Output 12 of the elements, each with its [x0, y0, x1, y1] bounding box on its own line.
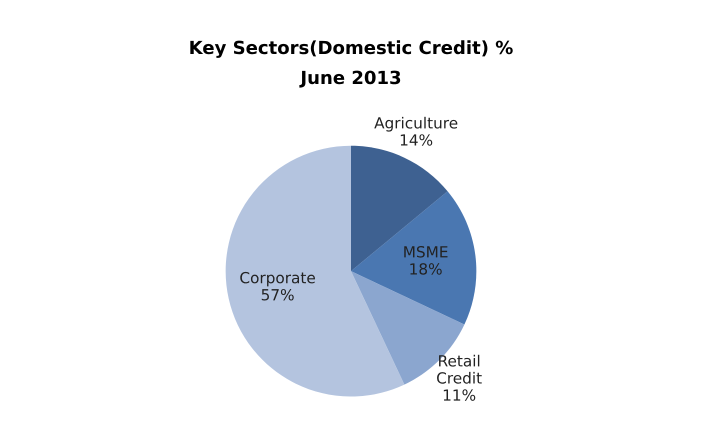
slice-label: MSME — [404, 246, 448, 258]
pie-slice — [351, 191, 476, 325]
data-label: 18% — [410, 263, 442, 275]
slice-label: Retail Credit — [437, 354, 482, 384]
slice-label: Corporate — [240, 272, 315, 286]
data-label: 14% — [400, 134, 432, 146]
data-label: 11% — [444, 389, 476, 401]
chart-title: Key Sectors(Domestic Credit) % — [190, 40, 513, 58]
pie-slice — [226, 146, 404, 396]
chart-subtitle: June 2013 — [299, 70, 400, 88]
data-label: 57% — [262, 288, 294, 301]
slice-label: Agriculture — [374, 116, 458, 132]
